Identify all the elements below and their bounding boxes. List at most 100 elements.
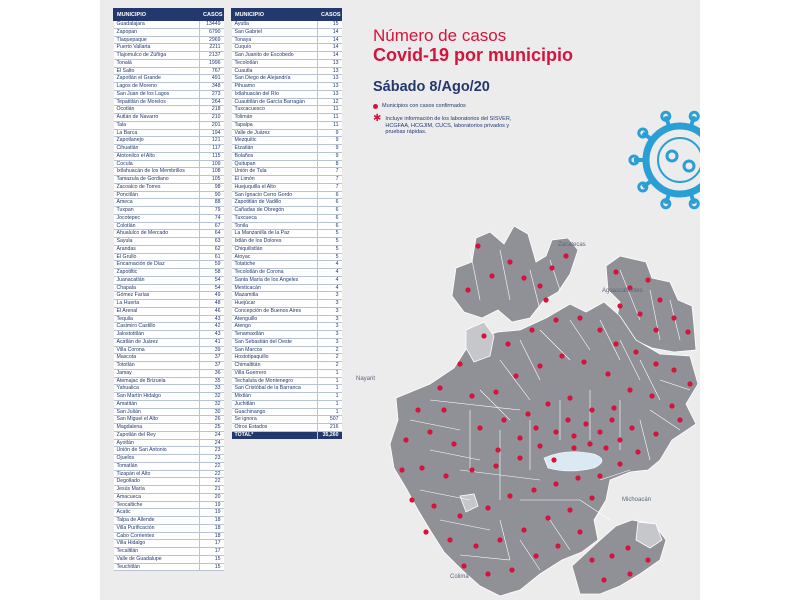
municipio-name: Atoyac xyxy=(231,253,318,262)
table-row: El Salto 767 xyxy=(113,67,224,76)
boundary-line xyxy=(439,519,491,531)
case-marker-dot xyxy=(477,425,483,431)
case-count: 59 xyxy=(199,260,224,269)
municipio-name: Techaluta de Montenegro xyxy=(231,377,318,386)
case-count: 3 xyxy=(317,307,342,316)
case-count: 4 xyxy=(317,260,342,269)
table-row: Zapotlanejo 121 xyxy=(113,136,224,145)
case-marker-dot xyxy=(577,315,583,321)
municipio-name: El Limón xyxy=(231,175,318,184)
table-row: Atoyac 5 xyxy=(231,253,342,262)
header-casos: CASOS xyxy=(317,8,342,21)
municipio-name: Tecolotlán xyxy=(231,59,318,68)
case-marker-dot xyxy=(653,361,659,367)
table-row: Se ignora 507 xyxy=(231,415,342,424)
table-row: Ixtlahuacán del Río 13 xyxy=(231,90,342,99)
table-row: Zapotlán el Grande 491 xyxy=(113,74,224,83)
case-marker-dot xyxy=(553,429,559,435)
table-row: Ahualulco de Mercado 64 xyxy=(113,229,224,238)
table-row: Zapotiltic 58 xyxy=(113,268,224,277)
municipio-name: Mixtlán xyxy=(231,392,318,401)
municipio-name: San Juan de los Lagos xyxy=(113,90,200,99)
municipio-name: Ayotlán xyxy=(113,439,200,448)
municipio-name: Teuchitlán xyxy=(113,563,200,572)
municipio-name: Unión de Tula xyxy=(231,167,318,176)
municipio-name: Tuxcueca xyxy=(231,214,318,223)
case-count: 32 xyxy=(199,392,224,401)
case-marker-dot xyxy=(627,387,633,393)
municipio-name: Lagos de Moreno xyxy=(113,82,200,91)
boundary-line xyxy=(519,539,541,571)
total-cases: 35,260 xyxy=(317,431,342,439)
case-count: 21 xyxy=(199,485,224,494)
case-count: 15 xyxy=(199,555,224,564)
case-count: 15 xyxy=(317,20,342,29)
municipio-name: Tuxpan xyxy=(113,206,200,215)
boundary-line xyxy=(619,339,641,381)
municipio-name: Ixtlán de los Dolores xyxy=(231,237,318,246)
case-marker-dot xyxy=(653,431,659,437)
case-count: 11 xyxy=(317,105,342,114)
case-marker-dot xyxy=(533,425,539,431)
municipio-name: Tlaquepaque xyxy=(113,36,200,45)
table-row: Villa Corona 39 xyxy=(113,346,224,355)
case-marker-dot xyxy=(469,393,475,399)
table-row: Mascota 37 xyxy=(113,353,224,362)
municipio-name: Etzatlán xyxy=(231,144,318,153)
municipio-name: Ocotlán xyxy=(113,105,200,114)
case-count: 13449 xyxy=(199,20,224,29)
table-row: San Julián 30 xyxy=(113,408,224,417)
municipio-name: San Sebastián del Oeste xyxy=(231,338,318,347)
case-marker-dot xyxy=(581,359,587,365)
table-row: Zapotlán del Rey 24 xyxy=(113,431,224,440)
municipio-name: Huejúcar xyxy=(231,299,318,308)
case-count: 58 xyxy=(199,268,224,277)
case-count: 41 xyxy=(199,338,224,347)
boundary-line xyxy=(619,269,641,321)
table-row: San Ignacio Cerro Gordo 6 xyxy=(231,191,342,200)
municipio-name: Juanacatlán xyxy=(113,276,200,285)
case-marker-dot xyxy=(447,537,453,543)
table-row: Yahualica 33 xyxy=(113,384,224,393)
case-count: 48 xyxy=(199,299,224,308)
case-count: 108 xyxy=(199,167,224,176)
table-row: Totatiche 4 xyxy=(231,260,342,269)
municipio-name: Puerto Vallarta xyxy=(113,43,200,52)
table-row: Otros Estados 216 xyxy=(231,423,342,432)
table-row: Jesús María 21 xyxy=(113,485,224,494)
table-row: Casimiro Castillo 42 xyxy=(113,322,224,331)
case-count: 3 xyxy=(317,291,342,300)
case-count: 507 xyxy=(317,415,342,424)
table-row: Valle de Juárez 9 xyxy=(231,129,342,138)
municipio-name: Cabo Corrientes xyxy=(113,532,200,541)
case-marker-dot xyxy=(457,513,463,519)
red-dot-icon xyxy=(373,103,378,109)
case-marker-dot xyxy=(545,515,551,521)
table-row: La Manzanilla de la Paz 5 xyxy=(231,229,342,238)
case-marker-dot xyxy=(571,445,577,451)
case-count: 3 xyxy=(317,315,342,324)
table-row: San Juan de los Lagos 273 xyxy=(113,90,224,99)
table-row: Chimaltitán 2 xyxy=(231,361,342,370)
case-marker-dot xyxy=(457,361,463,367)
case-marker-dot xyxy=(493,389,499,395)
table-row: Ojuelos 23 xyxy=(113,454,224,463)
case-count: 43 xyxy=(199,330,224,339)
case-count: 1 xyxy=(317,369,342,378)
municipio-name: Santa María de los Ángeles xyxy=(231,276,318,285)
case-marker-dot xyxy=(687,381,693,387)
case-count: 14 xyxy=(317,51,342,60)
municipio-name: Amacueca xyxy=(113,493,200,502)
case-marker-dot xyxy=(563,253,569,259)
label-michoacan: Michoacán xyxy=(622,497,652,503)
boundary-line xyxy=(599,319,621,361)
table-row: Tonalá 1996 xyxy=(113,59,224,68)
case-count: 13 xyxy=(317,74,342,83)
case-marker-dot xyxy=(553,317,559,323)
boundary-line xyxy=(649,409,681,431)
table-row: Atengo 3 xyxy=(231,322,342,331)
case-count: 22 xyxy=(199,477,224,486)
municipio-name: Zapotlán del Rey xyxy=(113,431,200,440)
table-row: Valle de Guadalupe 15 xyxy=(113,555,224,564)
case-marker-dot xyxy=(533,553,539,559)
